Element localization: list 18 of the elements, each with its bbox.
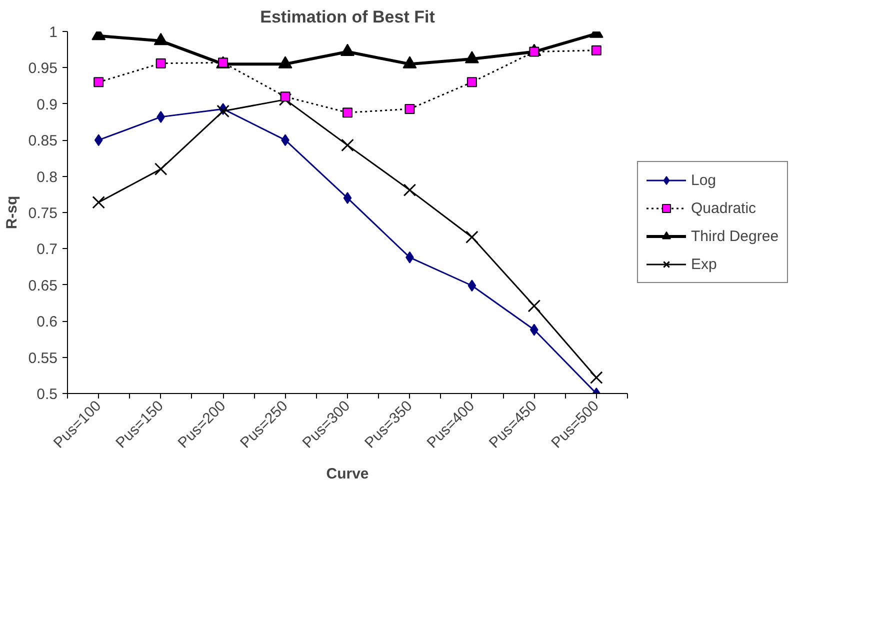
y-tick-label: 0.9 — [36, 96, 58, 114]
y-tick-label: 1 — [49, 24, 58, 41]
x-axis-title: Curve — [326, 466, 369, 483]
y-tick-label: 0.6 — [36, 314, 58, 331]
legend-label: Exp — [691, 256, 717, 272]
legend-label: Quadratic — [691, 200, 756, 216]
y-tick-label: 0.8 — [36, 168, 58, 186]
chart-title: Estimation of Best Fit — [260, 8, 436, 26]
y-tick-label: 0.95 — [28, 60, 58, 78]
y-tick-label: 0.65 — [28, 277, 58, 294]
legend-label: Log — [691, 172, 716, 188]
y-tick-label: 0.85 — [28, 132, 58, 150]
y-tick-label: 0.55 — [28, 350, 58, 367]
y-tick-label: 0.7 — [36, 241, 58, 258]
legend-label: Third Degree — [691, 228, 779, 244]
y-tick-label: 0.75 — [28, 205, 58, 222]
y-tick-label: 0.5 — [36, 386, 58, 403]
y-axis-title: R-sq — [3, 196, 20, 230]
